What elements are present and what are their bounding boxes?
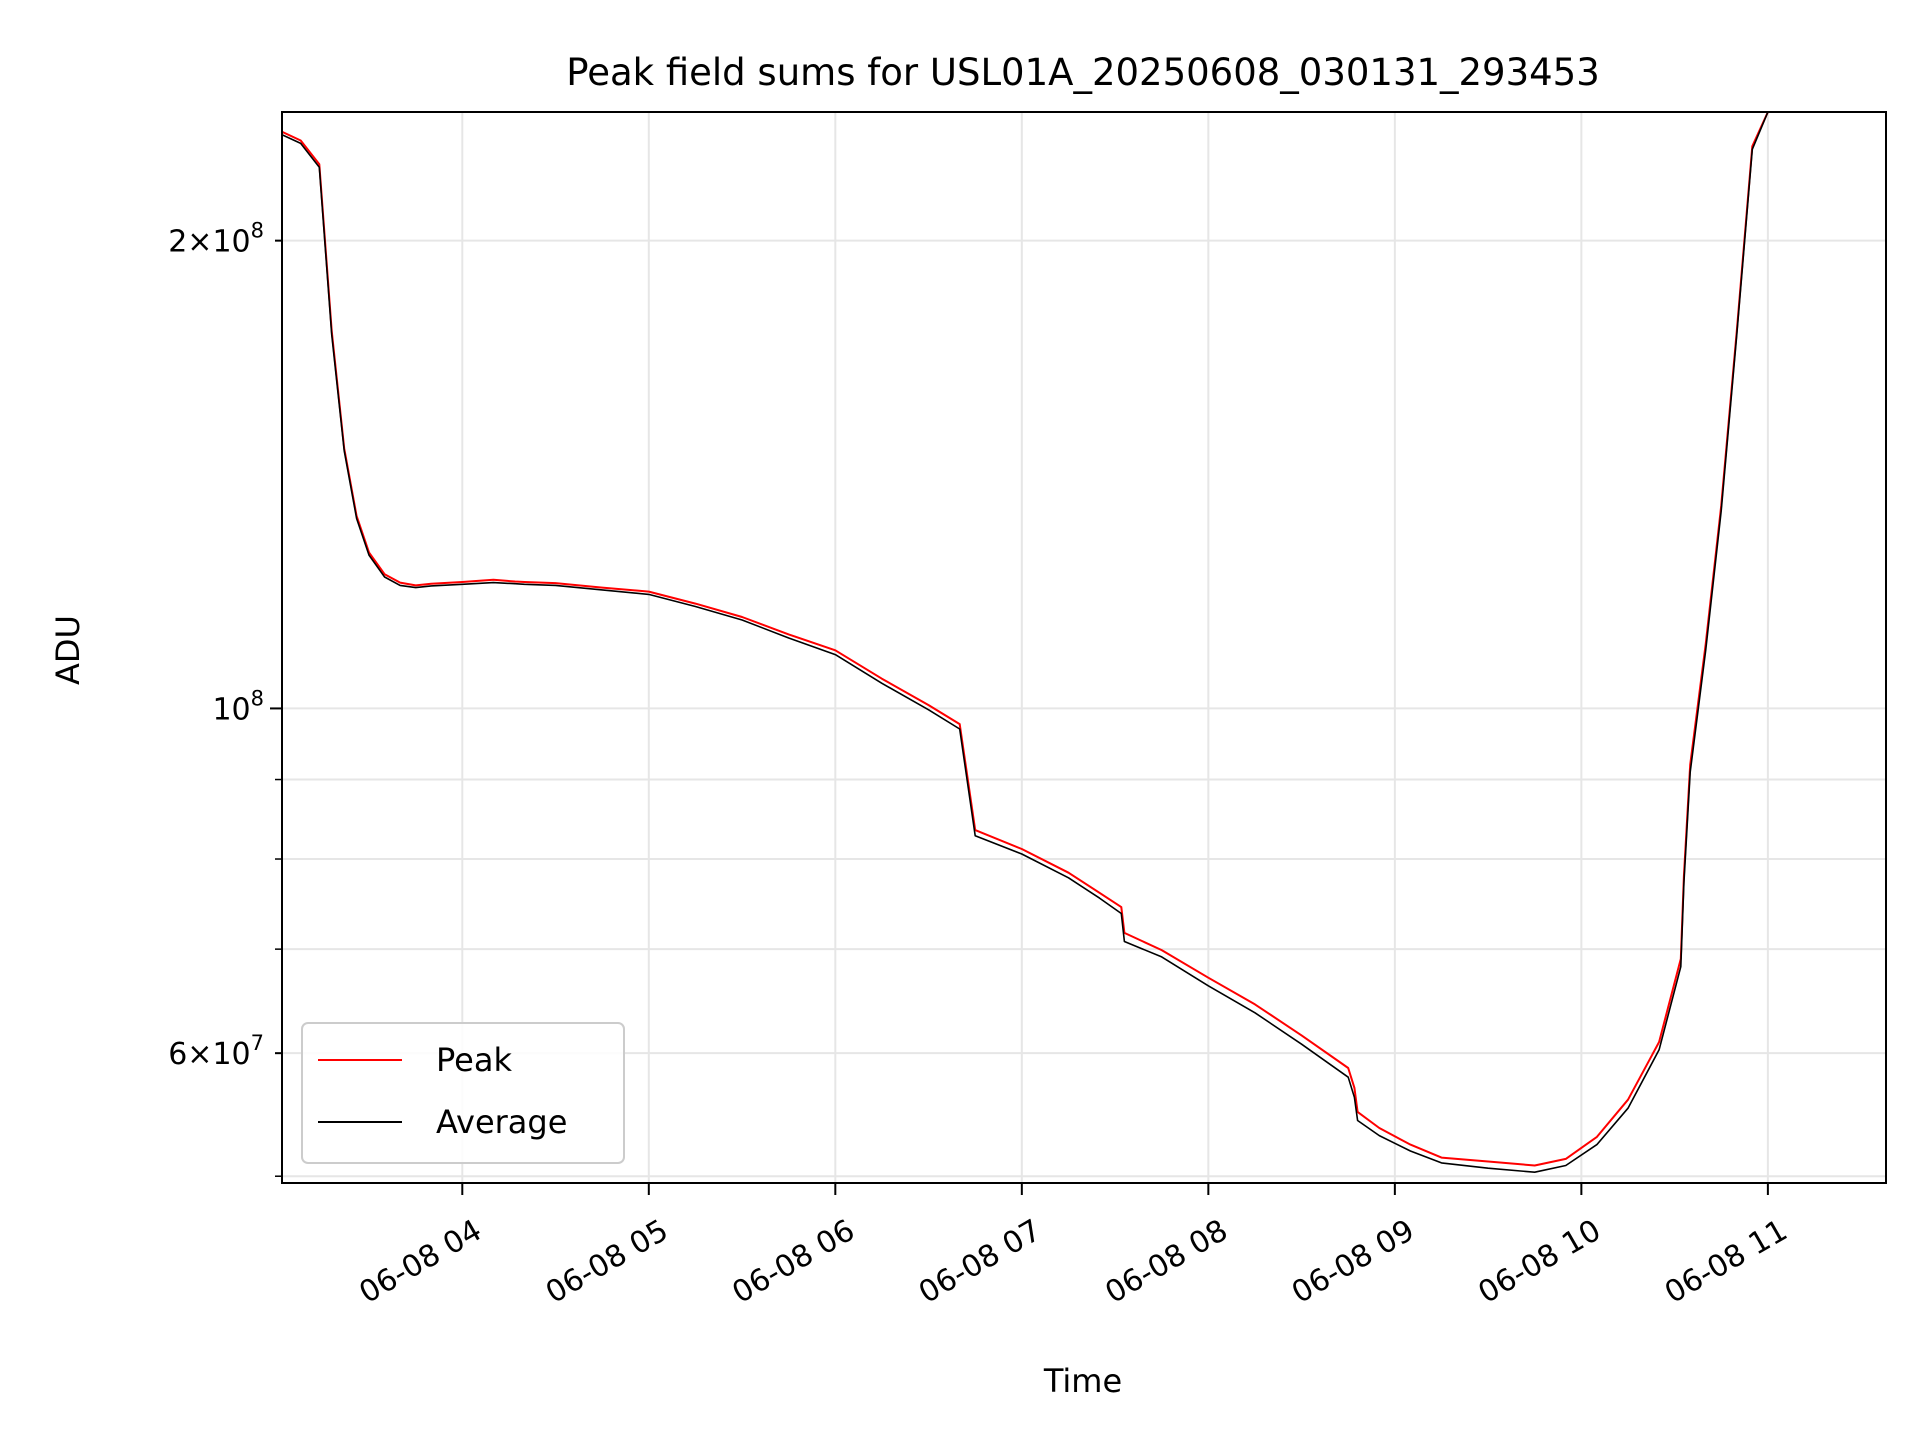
legend-box: [301, 1022, 625, 1164]
y-tick-label: 6×107: [168, 1031, 264, 1072]
y-tick-label: 108: [212, 686, 264, 727]
grid-lines: [282, 112, 1886, 1183]
chart-title: Peak field sums for USL01A_20250608_0301…: [566, 51, 1600, 94]
legend-label-average: Average: [436, 1103, 567, 1141]
y-axis-label: ADU: [49, 615, 87, 685]
legend-label-peak: Peak: [436, 1041, 512, 1079]
plot-frame: [281, 111, 1887, 1184]
series-line-average: [282, 112, 1862, 1173]
legend: Peak Average: [301, 1022, 625, 1164]
series-layer: [282, 112, 1862, 1173]
y-tick-label: 2×108: [168, 219, 264, 260]
y-axis: 108 2×108 6×107: [168, 219, 282, 1177]
x-axis-label: Time: [1043, 1362, 1122, 1400]
